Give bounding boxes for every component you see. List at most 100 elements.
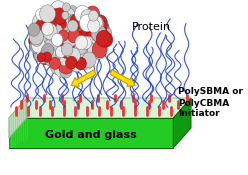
Circle shape xyxy=(75,35,88,50)
Circle shape xyxy=(89,45,101,59)
Circle shape xyxy=(86,26,101,43)
Circle shape xyxy=(42,18,56,33)
Circle shape xyxy=(70,62,78,72)
Circle shape xyxy=(88,19,100,33)
Circle shape xyxy=(90,20,98,30)
FancyArrow shape xyxy=(71,70,96,86)
Circle shape xyxy=(71,15,79,24)
Circle shape xyxy=(84,21,95,33)
Circle shape xyxy=(40,46,56,64)
Circle shape xyxy=(89,25,102,40)
Circle shape xyxy=(54,27,65,40)
Circle shape xyxy=(97,32,108,44)
Circle shape xyxy=(93,33,106,48)
FancyArrow shape xyxy=(110,70,135,86)
Circle shape xyxy=(81,37,89,45)
Circle shape xyxy=(58,19,66,29)
Text: Protein: Protein xyxy=(131,22,171,32)
Circle shape xyxy=(41,23,53,36)
Circle shape xyxy=(37,53,45,62)
Circle shape xyxy=(60,64,72,78)
Circle shape xyxy=(92,41,107,58)
Circle shape xyxy=(45,55,54,66)
Circle shape xyxy=(57,12,70,26)
Circle shape xyxy=(84,60,92,69)
Circle shape xyxy=(54,61,69,77)
Circle shape xyxy=(84,43,97,57)
Circle shape xyxy=(67,48,80,63)
Circle shape xyxy=(35,9,46,20)
Circle shape xyxy=(74,50,82,59)
Circle shape xyxy=(44,38,60,55)
Circle shape xyxy=(33,37,45,50)
Circle shape xyxy=(81,9,95,25)
Circle shape xyxy=(92,35,107,52)
Circle shape xyxy=(58,50,65,59)
Circle shape xyxy=(48,9,61,23)
Circle shape xyxy=(62,30,77,47)
Text: PolySBMA or: PolySBMA or xyxy=(178,88,243,96)
Circle shape xyxy=(46,29,58,43)
Circle shape xyxy=(81,17,93,32)
Circle shape xyxy=(58,56,74,74)
Circle shape xyxy=(84,36,93,46)
Circle shape xyxy=(74,47,88,63)
Circle shape xyxy=(89,10,98,21)
Circle shape xyxy=(67,6,78,18)
Circle shape xyxy=(42,16,56,32)
Circle shape xyxy=(29,29,43,45)
Circle shape xyxy=(42,52,52,62)
Circle shape xyxy=(42,25,52,37)
Circle shape xyxy=(30,39,43,54)
Text: Gold and glass: Gold and glass xyxy=(45,130,136,140)
Circle shape xyxy=(88,43,99,57)
Circle shape xyxy=(64,48,75,60)
Circle shape xyxy=(47,54,55,64)
Circle shape xyxy=(73,47,88,64)
Circle shape xyxy=(42,11,54,25)
Circle shape xyxy=(70,37,81,49)
Circle shape xyxy=(51,33,63,46)
Circle shape xyxy=(31,37,45,53)
Circle shape xyxy=(54,58,63,69)
Circle shape xyxy=(96,30,111,47)
Circle shape xyxy=(71,26,79,34)
Circle shape xyxy=(51,49,67,67)
Circle shape xyxy=(30,32,43,46)
Circle shape xyxy=(40,45,56,62)
Circle shape xyxy=(52,8,67,24)
Circle shape xyxy=(67,30,76,41)
Circle shape xyxy=(47,9,57,20)
Circle shape xyxy=(50,59,64,74)
Circle shape xyxy=(82,55,89,63)
Circle shape xyxy=(91,32,104,46)
Circle shape xyxy=(50,1,66,18)
Circle shape xyxy=(35,19,49,34)
Circle shape xyxy=(50,41,65,58)
Circle shape xyxy=(57,32,70,47)
Circle shape xyxy=(82,39,97,56)
Circle shape xyxy=(77,36,86,46)
Circle shape xyxy=(42,20,57,36)
Circle shape xyxy=(37,42,45,50)
Circle shape xyxy=(83,54,92,64)
Circle shape xyxy=(71,59,83,72)
Circle shape xyxy=(62,3,70,12)
Circle shape xyxy=(103,28,112,38)
Circle shape xyxy=(50,57,61,69)
Circle shape xyxy=(75,5,90,22)
Circle shape xyxy=(84,15,94,25)
Circle shape xyxy=(94,30,105,43)
Circle shape xyxy=(52,36,65,50)
Circle shape xyxy=(76,12,87,24)
Circle shape xyxy=(28,23,40,36)
Circle shape xyxy=(57,46,67,58)
Text: Initiator: Initiator xyxy=(178,110,219,118)
Circle shape xyxy=(57,18,67,30)
Circle shape xyxy=(66,42,76,53)
Circle shape xyxy=(62,39,75,54)
Circle shape xyxy=(79,57,90,70)
Circle shape xyxy=(71,16,80,25)
Circle shape xyxy=(86,6,100,22)
Circle shape xyxy=(67,42,82,59)
